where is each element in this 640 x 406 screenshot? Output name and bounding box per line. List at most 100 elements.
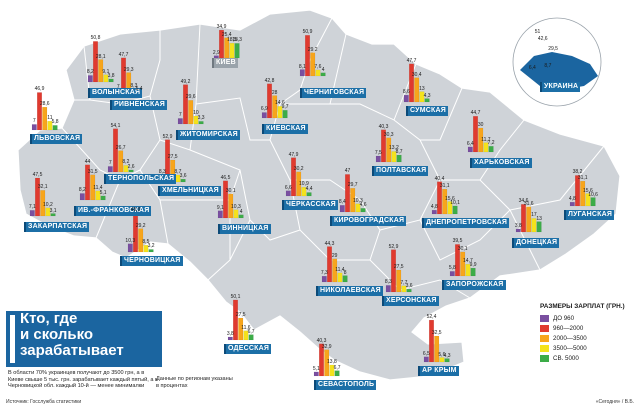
bar [575, 175, 580, 207]
bar-value-label: 17 [531, 212, 537, 219]
region-label: ОДЕССКАЯ [224, 344, 272, 354]
bar-value-label: 7,2 [487, 140, 495, 147]
region-label: КИЕВСКАЯ [262, 124, 308, 134]
lead-text: В области 70% украинцев получают до 3500… [8, 370, 159, 390]
bar-group [375, 129, 402, 163]
bar-group [177, 84, 204, 125]
bar-value-label: 42,6 [537, 35, 548, 42]
bar [180, 178, 186, 183]
bar-value-label: 3,6 [405, 283, 413, 290]
bar [345, 174, 350, 213]
bar-value-label: 29,3 [123, 66, 134, 73]
bar-value-label: 30 [477, 122, 484, 128]
bar [233, 209, 239, 219]
bar [360, 208, 366, 213]
bar-value-label: 11,6 [241, 324, 251, 331]
bar [50, 213, 56, 217]
bar [339, 205, 345, 213]
bar-value-label: 11,4 [335, 266, 345, 273]
bar [177, 118, 183, 125]
region-label: УКРАИНА [540, 82, 581, 92]
bar-group [449, 244, 476, 277]
bar-value-label: 4,3 [423, 92, 431, 99]
bar [386, 137, 392, 163]
bar [277, 106, 283, 119]
bar-value-label: 8,3 [158, 169, 166, 176]
bar [375, 155, 381, 163]
bar-value-label: 32,5 [431, 330, 442, 336]
bar-value-label: 10,3 [353, 197, 363, 204]
bar [423, 356, 429, 363]
bar-value-label: 4,8 [568, 196, 576, 203]
bar [437, 181, 442, 215]
bar [267, 83, 272, 119]
region-label: ЧЕРНИГОВСКАЯ [300, 88, 367, 98]
region-label: ПОЛТАВСКАЯ [372, 166, 429, 176]
bar-group [217, 180, 244, 219]
bar [98, 59, 104, 83]
bar-value-label: 13 [536, 215, 542, 222]
bar-value-label: 13,2 [389, 145, 399, 152]
legend-label: СВ. 5000 [553, 354, 579, 362]
region-label: ЛЬВОВСКАЯ [30, 134, 83, 144]
bar [31, 124, 37, 131]
region-label: НИКОЛАЕВСКАЯ [316, 286, 383, 296]
bar-value-label: 39,5 [452, 238, 463, 245]
bar [429, 319, 434, 363]
bar-value-label: 52,9 [388, 243, 399, 250]
bar-value-label: 5,8 [51, 119, 59, 126]
bar [424, 98, 430, 103]
bar-value-label: 34,9 [216, 24, 227, 31]
bar-value-label: 28 [271, 89, 278, 96]
bar-value-label: 27,5 [235, 312, 246, 318]
bar [306, 192, 312, 197]
bar-value-label: 14,6 [275, 100, 285, 107]
bar-value-label: 6,4 [466, 140, 474, 147]
bar-value-label: 4 [321, 66, 325, 73]
region-label: ВОЛЫНСКАЯ [88, 88, 143, 98]
bar-value-label: 2,9 [212, 49, 220, 56]
bar-value-label: 28,6 [39, 101, 50, 108]
bar [536, 221, 542, 233]
region-label: КИРОВОГРАДСКАЯ [330, 216, 407, 226]
bar-value-label: 3,8 [107, 72, 115, 79]
bar-value-label: 50,8 [90, 35, 101, 42]
bar [324, 349, 330, 377]
bar [133, 212, 138, 253]
bar-value-label: 10,6 [588, 191, 598, 198]
bar [585, 193, 591, 207]
bar [439, 357, 445, 363]
bar [198, 121, 204, 125]
bar-value-label: 27,5 [167, 154, 178, 160]
bar [228, 193, 234, 219]
bar [113, 128, 118, 173]
bar-value-label: 47,5 [32, 172, 43, 178]
source-text: Источник: Госслужба статистики [6, 399, 82, 405]
bar-group [385, 249, 412, 293]
bar-value-label: 7,6 [314, 63, 322, 70]
bar [310, 52, 316, 77]
bar [272, 95, 278, 119]
bar-group [515, 204, 542, 233]
bar [313, 371, 319, 377]
bar-value-label: 11,7 [481, 136, 491, 143]
bar-value-label: 29,2 [135, 222, 146, 229]
bar-value-label: 6,7 [333, 364, 341, 371]
bar [569, 202, 575, 207]
bar-value-label: 31,5 [87, 168, 98, 175]
bar-group [299, 35, 326, 77]
bar-value-label: 7 [116, 84, 120, 91]
bar [444, 358, 450, 363]
bar-value-label: 31,1 [577, 175, 588, 182]
bar-value-label: 7,7 [400, 279, 408, 286]
bar-value-label: 15,6 [583, 187, 593, 194]
bar-value-label: 51 [534, 29, 541, 36]
bar-value-label: 38,2 [572, 169, 583, 176]
bar-value-label: 11,4 [93, 184, 103, 191]
bar [350, 188, 356, 213]
bar-value-label: 34,6 [518, 198, 529, 205]
bar-value-label: 28,1 [95, 53, 106, 60]
bar [248, 334, 254, 341]
bar [473, 116, 478, 153]
bar-value-label: 9,1 [102, 68, 110, 75]
